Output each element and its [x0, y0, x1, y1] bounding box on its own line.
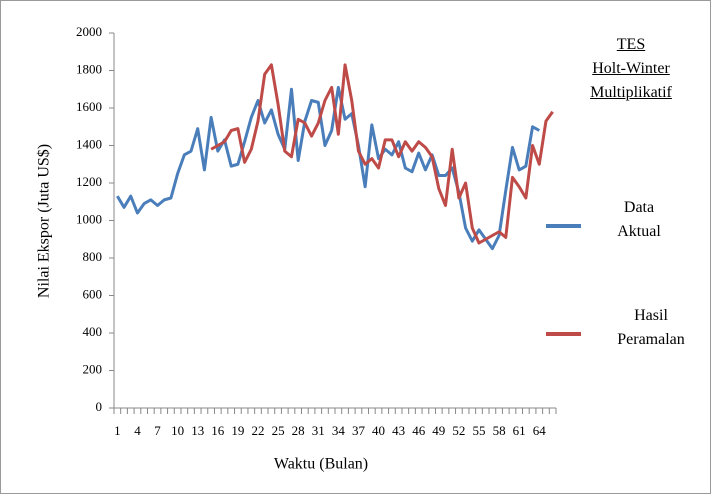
x-tick-label: 16: [211, 423, 225, 438]
x-tick-label: 22: [251, 423, 264, 438]
x-tick-label: 43: [392, 423, 405, 438]
y-tick-label: 200: [83, 361, 103, 376]
y-tick-label: 800: [83, 249, 103, 264]
series-line: [210, 63, 554, 245]
x-tick-label: 61: [513, 423, 526, 438]
x-tick-label: 25: [272, 423, 285, 438]
x-tick-label: 34: [332, 423, 346, 438]
y-tick-label: 2000: [76, 24, 102, 39]
axis: [113, 33, 557, 414]
y-tick-label: 1600: [76, 99, 102, 114]
series-line: [116, 85, 540, 251]
x-tick-label: 40: [372, 423, 385, 438]
y-tick-label: 1200: [76, 174, 102, 189]
y-tick-label: 1000: [76, 211, 102, 226]
x-axis-title: Waktu (Bulan): [274, 456, 368, 473]
x-tick-label: 4: [134, 423, 141, 438]
x-tick-label: 10: [171, 423, 184, 438]
x-tick-label: 19: [231, 423, 244, 438]
legend-label: Data Aktual: [617, 199, 661, 240]
x-tick-label: 58: [493, 423, 506, 438]
x-tick-label: 46: [412, 423, 426, 438]
title: TES Holt-Winter Multiplikatif: [571, 33, 691, 105]
x-tick-label: 64: [533, 423, 547, 438]
y-tick-label: 1400: [76, 136, 102, 151]
x-tick-label: 28: [292, 423, 305, 438]
title-line: TES: [616, 36, 646, 53]
x-tick-label: 52: [452, 423, 465, 438]
y-tick-label: 600: [83, 286, 103, 301]
title-line: Multiplikatif: [590, 84, 672, 101]
y-tick-label: 400: [83, 324, 103, 339]
x-tick-label: 49: [432, 423, 445, 438]
y-axis-title: Nilai Ekspor (Juta US$): [36, 144, 53, 298]
x-tick-label: 13: [191, 423, 204, 438]
x-tick-label: 1: [114, 423, 121, 438]
x-tick-label: 31: [312, 423, 325, 438]
y-tick-label: 1800: [76, 61, 102, 76]
x-tick-label: 55: [472, 423, 485, 438]
legend-label: Hasil Peramalan: [617, 307, 685, 348]
x-tick-label: 37: [352, 423, 366, 438]
y-tick-label: 0: [96, 399, 103, 414]
title-line: Holt-Winter: [592, 60, 670, 77]
x-tick-label: 7: [154, 423, 161, 438]
